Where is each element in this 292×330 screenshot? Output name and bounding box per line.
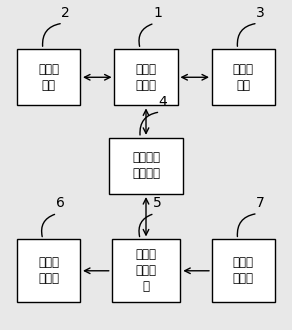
Text: 1: 1 (153, 6, 162, 20)
FancyBboxPatch shape (212, 239, 275, 302)
FancyBboxPatch shape (109, 138, 183, 194)
Text: 病历数
据库: 病历数 据库 (38, 63, 59, 92)
FancyBboxPatch shape (112, 239, 180, 302)
FancyBboxPatch shape (17, 49, 80, 106)
Text: 冲击波
控制模
块: 冲击波 控制模 块 (135, 248, 157, 293)
Text: 冲击波
发生器: 冲击波 发生器 (38, 256, 59, 285)
Text: 7: 7 (256, 196, 265, 210)
FancyBboxPatch shape (17, 239, 80, 302)
Text: 反馈调
节模块: 反馈调 节模块 (233, 256, 254, 285)
Text: 3: 3 (256, 6, 265, 20)
FancyBboxPatch shape (114, 49, 178, 106)
FancyBboxPatch shape (212, 49, 275, 106)
Text: 人机交
互系统: 人机交 互系统 (135, 63, 157, 92)
Text: 6: 6 (56, 196, 65, 210)
Text: 2: 2 (61, 6, 70, 20)
Text: 5: 5 (153, 196, 162, 210)
Text: 4: 4 (159, 95, 168, 109)
Text: 高速数据
传输模块: 高速数据 传输模块 (132, 151, 160, 181)
Text: 处方数
据库: 处方数 据库 (233, 63, 254, 92)
